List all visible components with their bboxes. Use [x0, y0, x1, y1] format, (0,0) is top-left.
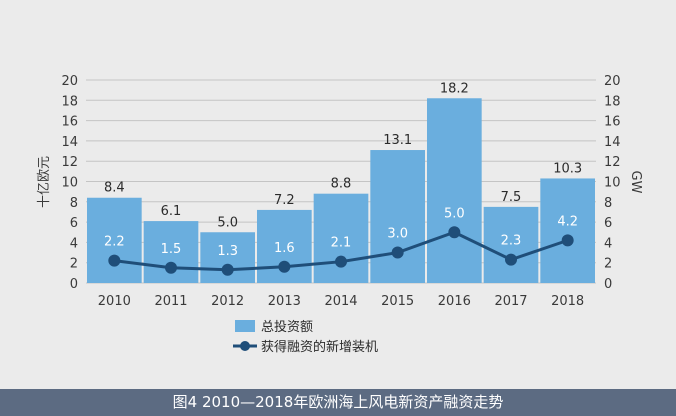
line-point — [108, 254, 121, 267]
y2-tick-label: 12 — [604, 155, 621, 170]
y-tick-label: 20 — [61, 74, 78, 89]
bar-value-label: 10.3 — [553, 161, 582, 176]
y2-axis-title: GW — [628, 171, 643, 194]
y-tick-label: 2 — [70, 257, 78, 272]
line-point — [561, 234, 574, 247]
x-tick-label: 2014 — [324, 294, 357, 309]
bar — [483, 206, 539, 283]
line-value-label: 2.1 — [331, 236, 352, 251]
y2-tick-label: 18 — [604, 94, 621, 109]
data-labels: 8.4 6.1 5.0 7.2 8.8 13.1 18.2 7.5 10.3 2.2 1.5 1.3 1… — [104, 81, 582, 259]
legend-line-label: 获得融资的新增装机 — [261, 339, 378, 355]
y2-tick-label: 14 — [604, 135, 621, 150]
bar — [427, 98, 482, 284]
line-point — [335, 255, 347, 268]
y-axis-title: 十亿欧元 — [37, 156, 52, 208]
bar-value-label: 8.4 — [104, 181, 125, 196]
bar-value-label: 6.1 — [161, 204, 182, 219]
legend-line-marker — [240, 341, 250, 351]
y-tick-label: 14 — [61, 135, 78, 150]
bar-value-label: 7.2 — [274, 193, 295, 208]
y-tick-label: 18 — [61, 94, 78, 109]
figure-caption: 图4 2010—2018年欧洲海上风电新资产融资走势 — [0, 389, 676, 416]
line-point — [391, 246, 404, 259]
chart: 0 0 2 2 4 4 6 6 8 8 10 10 12 12 14 14 16 16 18 18 20 20 2010 20… — [37, 74, 643, 355]
bar-value-label: 8.8 — [331, 177, 352, 192]
line-point — [165, 261, 177, 274]
y-tick-label: 10 — [61, 176, 78, 191]
bar — [540, 178, 595, 283]
bar — [370, 150, 425, 283]
x-tick-label: 2010 — [98, 294, 131, 309]
bar-value-label: 5.0 — [217, 215, 238, 230]
y-tick-label: 12 — [61, 155, 78, 170]
y-tick-label: 4 — [70, 236, 78, 251]
x-tick-label: 2015 — [381, 294, 414, 309]
bar-value-label: 13.1 — [383, 133, 412, 148]
legend-bar-swatch — [235, 320, 255, 332]
line-value-label: 2.2 — [104, 235, 125, 250]
legend: 总投资额 获得融资的新增装机 — [233, 319, 378, 355]
y2-tick-label: 6 — [604, 216, 612, 231]
x-tick-label: 2017 — [494, 294, 527, 309]
y2-tick-label: 0 — [604, 277, 612, 292]
x-tick-label: 2011 — [154, 294, 187, 309]
y-tick-label: 8 — [70, 196, 78, 211]
y-tick-label: 16 — [61, 115, 78, 130]
line-point — [221, 263, 234, 276]
y-tick-label: 6 — [70, 216, 78, 231]
line-value-label: 5.0 — [444, 206, 465, 221]
y2-tick-label: 8 — [604, 196, 612, 211]
y2-tick-label: 10 — [604, 176, 621, 191]
line-value-label: 3.0 — [387, 227, 408, 242]
line-point — [278, 260, 291, 273]
x-tick-label: 2016 — [438, 294, 471, 309]
bar — [313, 193, 369, 283]
y2-tick-label: 4 — [604, 236, 612, 251]
line-point — [448, 226, 461, 239]
y2-tick-label: 2 — [604, 257, 612, 272]
line-value-label: 1.6 — [274, 241, 295, 256]
x-tick-label: 2013 — [268, 294, 301, 309]
line-value-label: 4.2 — [557, 214, 578, 229]
line-point — [505, 253, 517, 266]
y2-tick-label: 20 — [604, 74, 621, 89]
x-tick-label: 2012 — [211, 294, 244, 309]
y-tick-label: 0 — [70, 277, 78, 292]
y2-tick-label: 16 — [604, 115, 621, 130]
bar-series — [87, 98, 595, 284]
line-series — [108, 226, 574, 276]
x-tick-label: 2018 — [551, 294, 584, 309]
bar — [87, 197, 142, 283]
legend-bar-label: 总投资额 — [261, 319, 313, 335]
axis-ticks: 0 0 2 2 4 4 6 6 8 8 10 10 12 12 14 14 16 16 18 18 20 20 2010 20… — [61, 74, 620, 309]
bar-value-label: 7.5 — [501, 190, 522, 205]
line-value-label: 2.3 — [501, 234, 522, 249]
line-value-label: 1.5 — [161, 242, 182, 257]
bar-value-label: 18.2 — [440, 81, 469, 96]
line-value-label: 1.3 — [217, 244, 238, 259]
